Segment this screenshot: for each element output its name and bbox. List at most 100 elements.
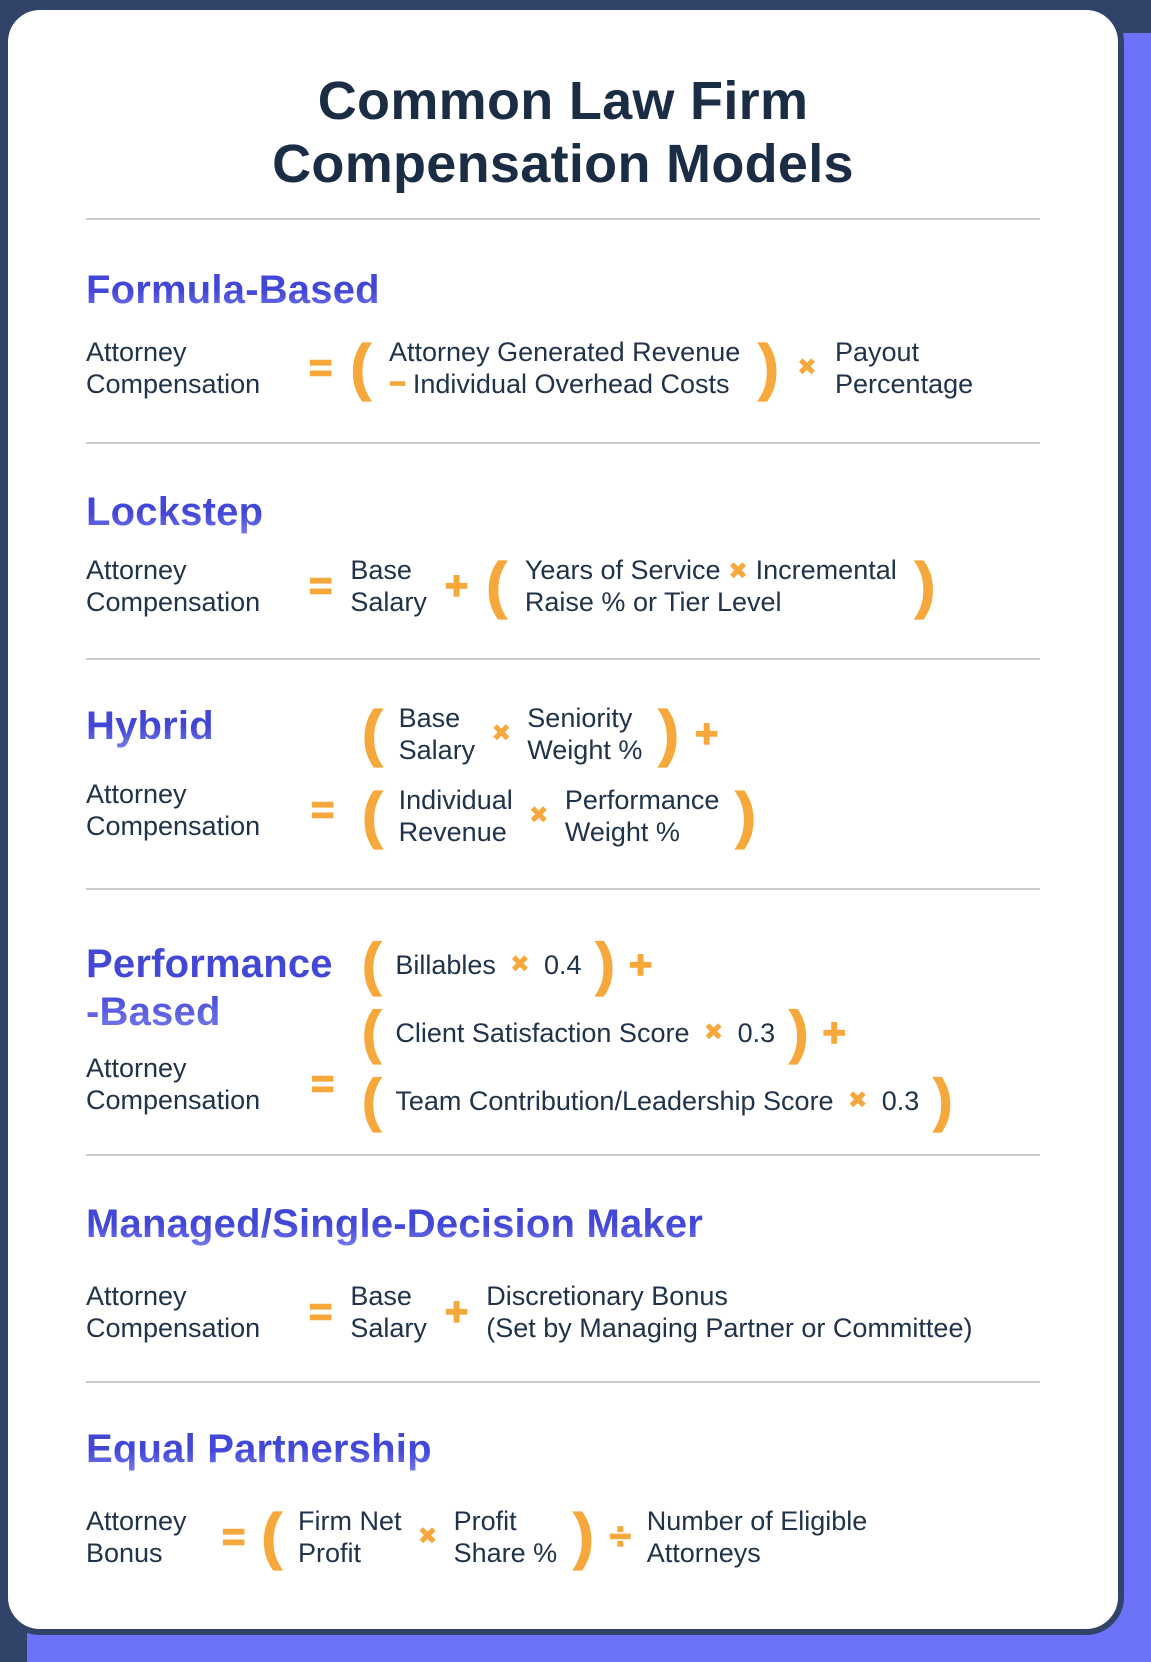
open-paren: ( xyxy=(361,1068,382,1133)
lhs-line2: Compensation xyxy=(86,1313,261,1343)
open-paren: ( xyxy=(361,781,383,850)
equals-operator: = xyxy=(308,1290,333,1334)
close-paren: ) xyxy=(933,1068,954,1133)
hybrid-layout: Hybrid Attorney Compensation = ( Base xyxy=(86,702,1040,848)
lhs-line2: Bonus xyxy=(86,1538,163,1568)
section-heading: Lockstep xyxy=(86,488,1040,536)
minus-operator: − xyxy=(388,368,406,399)
divide-operator: ÷ xyxy=(609,1516,631,1558)
section-managed: Managed/Single-Decision Maker Attorney C… xyxy=(86,1200,1040,1344)
rhs-line1: Discretionary Bonus xyxy=(486,1281,728,1311)
base-salary-term: Base Salary xyxy=(399,702,476,766)
divider xyxy=(86,1154,1040,1156)
infographic-card: Common Law Firm Compensation Models Form… xyxy=(2,4,1124,1635)
section-hybrid: Hybrid Attorney Compensation = ( Base xyxy=(86,702,1040,848)
open-paren: ( xyxy=(350,333,372,402)
lhs-line2: Compensation xyxy=(86,369,261,399)
row-value: 0.3 xyxy=(737,1018,776,1048)
term-line1: Individual xyxy=(398,785,513,815)
row-text: Client Satisfaction Score xyxy=(395,1018,690,1048)
formula-lhs-equals: Attorney Compensation = xyxy=(86,1052,348,1116)
formula-lhs: Attorney Compensation xyxy=(86,1280,291,1344)
equals-operator: = xyxy=(221,1515,246,1559)
formula-row: Attorney Compensation = Base Salary + ( … xyxy=(86,554,1040,618)
performance-left-column: Performance -Based Attorney Compensation… xyxy=(86,940,348,1116)
plus-operator: + xyxy=(694,712,719,756)
hybrid-group-1: ( Base Salary ✖ Seniority Weight % ) + xyxy=(361,699,756,768)
section-performance-based: Performance -Based Attorney Compensation… xyxy=(86,935,1040,1133)
row-text: Team Contribution/Leadership Score xyxy=(395,1086,834,1116)
page-title-line2: Compensation Models xyxy=(272,134,854,194)
row-text: Billables xyxy=(395,950,496,980)
lhs-line1: Attorney xyxy=(86,1281,187,1311)
row-value: 0.4 xyxy=(544,950,582,980)
page-title: Common Law Firm Compensation Models xyxy=(86,70,1040,196)
term-line2: Salary xyxy=(350,587,427,617)
times-operator: ✖ xyxy=(417,1523,438,1550)
base-salary-term: Base Salary xyxy=(350,554,427,618)
times-operator: ✖ xyxy=(491,720,512,747)
term-line1: Performance xyxy=(564,785,720,815)
performance-layout: Performance -Based Attorney Compensation… xyxy=(86,935,1040,1133)
open-paren: ( xyxy=(261,1502,283,1571)
term-line1: Base xyxy=(398,703,461,733)
section-heading: Formula-Based xyxy=(86,266,1040,314)
term-line1: Profit xyxy=(453,1506,517,1536)
group-line1-a: Years of Service xyxy=(524,555,721,585)
section-formula-based: Formula-Based Attorney Compensation = ( … xyxy=(86,266,1040,400)
formula-lhs: Attorney Compensation xyxy=(86,336,291,400)
base-salary-term: Base Salary xyxy=(350,1280,427,1344)
times-operator: ✖ xyxy=(847,1087,868,1114)
lhs-line1: Attorney xyxy=(86,555,187,585)
times-operator: ✖ xyxy=(528,802,549,829)
rhs-line2: Percentage xyxy=(835,369,974,399)
rhs-line1: Number of Eligible xyxy=(646,1506,868,1536)
hybrid-group-2: ( Individual Revenue ✖ Performance Weigh… xyxy=(361,781,756,850)
term-line2: Share % xyxy=(453,1538,558,1568)
divider xyxy=(86,888,1040,890)
equals-operator: = xyxy=(308,346,333,390)
seniority-weight-term: Seniority Weight % xyxy=(527,702,642,766)
times-operator: ✖ xyxy=(796,354,818,381)
close-paren: ) xyxy=(789,1000,810,1065)
equals-operator: = xyxy=(310,1062,335,1106)
hybrid-left-column: Hybrid Attorney Compensation = xyxy=(86,702,348,842)
profit-share-term: Profit Share % xyxy=(454,1505,558,1569)
client-satisfaction-row: ( Client Satisfaction Score ✖ 0.3 ) + xyxy=(361,1000,953,1065)
group-line2: Raise % or Tier Level xyxy=(524,587,782,617)
section-heading: Hybrid xyxy=(86,702,348,750)
open-paren: ( xyxy=(361,1000,382,1065)
divider xyxy=(86,1381,1040,1383)
open-paren: ( xyxy=(361,699,383,768)
term-line2: Salary xyxy=(398,735,476,765)
section-equal-partnership: Equal Partnership Attorney Bonus = ( Fir… xyxy=(86,1425,1040,1569)
section-heading: Performance -Based xyxy=(86,940,348,1036)
payout-percentage-term: Payout Percentage xyxy=(835,336,973,400)
performance-weight-term: Performance Weight % xyxy=(565,784,720,848)
discretionary-bonus-term: Discretionary Bonus (Set by Managing Par… xyxy=(486,1280,972,1344)
formula-lhs: Attorney Compensation xyxy=(86,1052,291,1116)
team-contribution-row: ( Team Contribution/Leadership Score ✖ 0… xyxy=(361,1068,954,1133)
times-operator: ✖ xyxy=(703,1019,724,1046)
term-line1: Seniority xyxy=(527,703,633,733)
page-title-line1: Common Law Firm xyxy=(317,71,809,131)
formula-row: Attorney Bonus = ( Firm Net Profit ✖ Pro… xyxy=(86,1505,1040,1569)
group-line1: Years of Service ✖ Incremental xyxy=(525,554,897,586)
close-paren: ) xyxy=(758,333,780,402)
performance-groups: ( Billables ✖ 0.4 ) + ( Client Satisfact… xyxy=(361,935,954,1133)
individual-revenue-term: Individual Revenue xyxy=(399,784,513,848)
formula-lhs: Attorney Compensation xyxy=(86,554,291,618)
group-line2-text: Individual Overhead Costs xyxy=(412,369,730,399)
plus-operator: + xyxy=(444,564,469,608)
lhs-line1: Attorney xyxy=(86,337,187,367)
formula-lhs: Attorney Compensation xyxy=(86,778,291,842)
term-line2: Revenue xyxy=(398,817,507,847)
close-paren: ) xyxy=(914,551,936,620)
lhs-line1: Attorney xyxy=(86,1053,187,1083)
rhs-line2: (Set by Managing Partner or Committee) xyxy=(486,1313,973,1343)
equals-operator: = xyxy=(308,564,333,608)
group-line1-b: Incremental xyxy=(755,555,897,585)
lhs-line2: Compensation xyxy=(86,1085,261,1115)
term-line1: Base xyxy=(350,555,412,585)
plus-operator: + xyxy=(628,943,653,987)
